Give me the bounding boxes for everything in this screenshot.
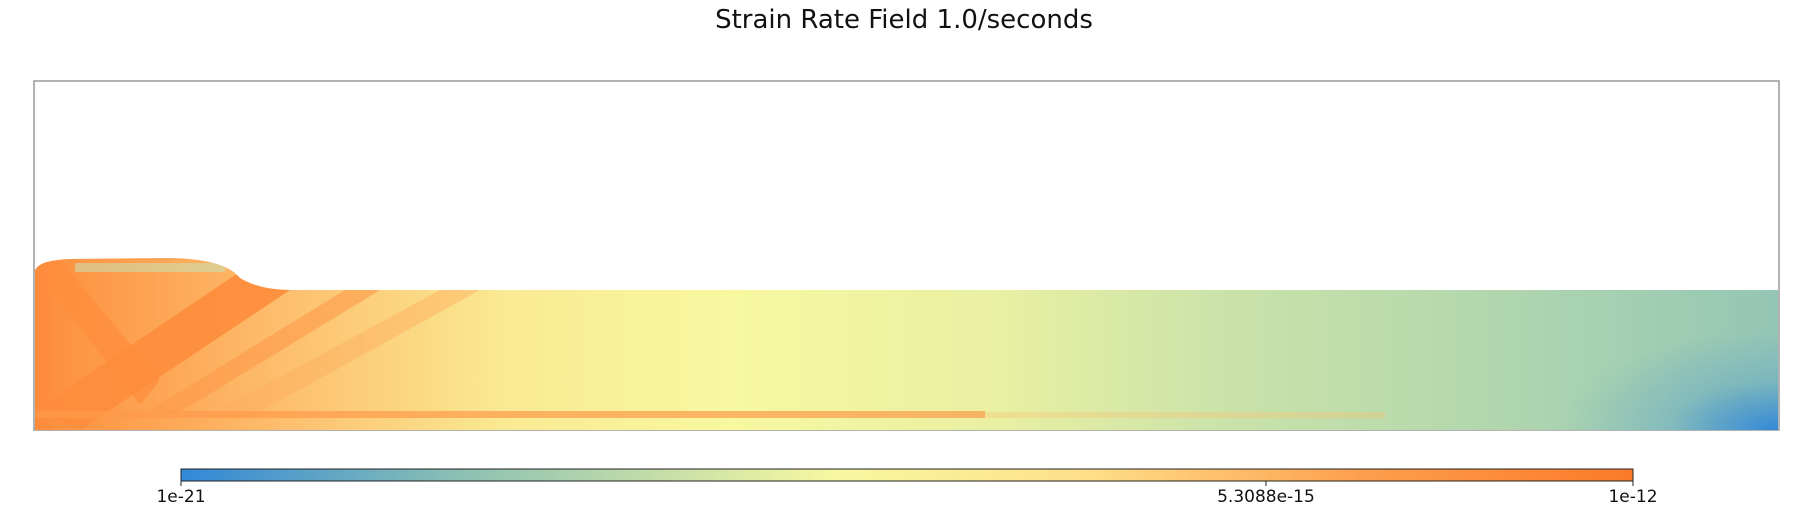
shear-band-1 bbox=[35, 275, 290, 430]
chart-title: Strain Rate Field 1.0/seconds bbox=[715, 5, 1093, 35]
colorbar-ticks: 1e-21 5.3088e-15 1e-12 bbox=[156, 481, 1658, 507]
basal-layer-fade bbox=[985, 412, 1385, 418]
basal-layer bbox=[35, 411, 985, 418]
blue-corner bbox=[1560, 330, 1778, 430]
colorbar-tick-label-2: 1e-12 bbox=[1608, 487, 1657, 507]
left-wall-band bbox=[35, 262, 49, 430]
colorbar-tick-label-1: 5.3088e-15 bbox=[1217, 487, 1315, 507]
shear-band-4 bbox=[210, 290, 480, 420]
surface-strip bbox=[75, 263, 225, 272]
shear-band-3 bbox=[150, 290, 380, 415]
colorbar-tick-label-0: 1e-21 bbox=[156, 487, 205, 507]
colorbar bbox=[180, 468, 1634, 482]
shear-band-2 bbox=[35, 260, 160, 405]
